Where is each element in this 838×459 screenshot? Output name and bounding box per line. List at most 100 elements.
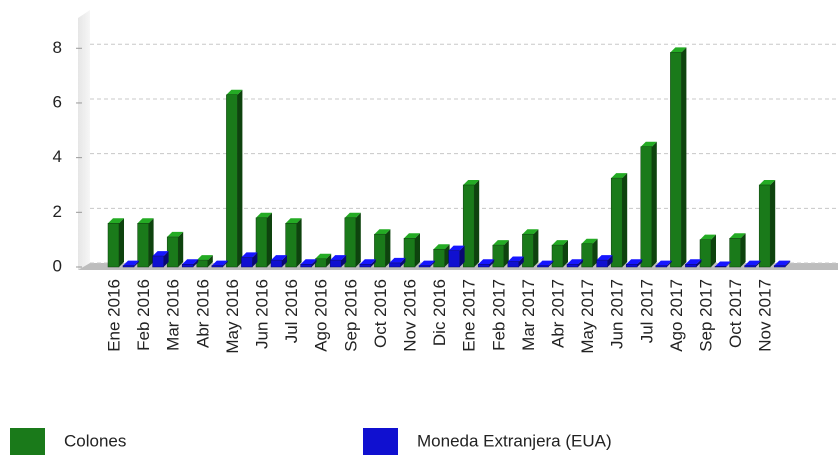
bar — [226, 94, 238, 268]
bar — [181, 264, 194, 268]
x-tick-label: Mar 2016 — [164, 279, 183, 351]
bar-top — [729, 233, 746, 239]
bar-side — [740, 233, 746, 267]
bar-top — [507, 256, 524, 262]
bar-side — [607, 255, 613, 267]
x-tick-label: Abr 2016 — [193, 279, 212, 348]
bar-side — [651, 141, 657, 267]
bar-side — [459, 245, 465, 267]
bar-top — [759, 179, 776, 185]
legend-label: Colones — [64, 431, 126, 450]
left-wall — [78, 10, 90, 270]
bar-top — [419, 260, 435, 266]
x-tick-label: Oct 2017 — [726, 279, 745, 348]
bar-side — [237, 89, 243, 268]
x-tick-label: Sep 2016 — [341, 279, 360, 352]
bar — [522, 233, 534, 268]
bar-side — [148, 218, 154, 267]
x-tick-label: Abr 2017 — [548, 279, 567, 348]
bar-top — [271, 255, 287, 261]
x-tick-label: Sep 2017 — [696, 279, 715, 352]
x-tick-label: Jul 2017 — [637, 279, 656, 343]
bar-side — [178, 231, 184, 267]
bar-top — [492, 240, 509, 246]
bar — [685, 264, 697, 268]
bar — [137, 223, 149, 268]
bar — [714, 266, 727, 268]
bar-top — [196, 255, 213, 261]
bar-top — [256, 212, 272, 218]
bar — [359, 264, 372, 268]
x-tick-label: Ago 2017 — [667, 279, 686, 352]
bar — [107, 223, 120, 268]
bar — [418, 265, 431, 268]
bar — [462, 184, 475, 268]
bar-top — [330, 255, 347, 261]
bar — [492, 244, 505, 268]
x-tick-label: Jun 2017 — [608, 279, 627, 349]
bar-side — [503, 240, 509, 267]
x-tick-label: Jun 2016 — [252, 279, 271, 349]
x-tick-label: Ene 2016 — [104, 279, 123, 352]
bar-top — [522, 229, 539, 235]
x-tick-label: Feb 2016 — [134, 279, 153, 351]
bar — [285, 223, 297, 268]
bar-top — [241, 252, 258, 258]
bar — [758, 184, 771, 268]
bar — [166, 236, 179, 268]
bar — [610, 177, 623, 268]
bar — [729, 238, 741, 268]
y-tick-label: 8 — [53, 38, 62, 57]
bar-side — [533, 229, 539, 267]
x-tick-label: Dic 2016 — [430, 279, 449, 346]
bar-top — [537, 260, 554, 266]
bar-top — [685, 259, 702, 265]
bar — [314, 258, 327, 268]
bar — [477, 264, 490, 268]
bar-top — [774, 260, 791, 266]
bar — [507, 261, 520, 268]
bar-side — [400, 257, 406, 267]
x-tick-label: Nov 2017 — [756, 279, 775, 352]
bar — [551, 244, 564, 268]
bar-side — [681, 47, 687, 268]
x-tick-label: Feb 2017 — [489, 279, 508, 351]
bar — [433, 248, 445, 268]
bar-top — [611, 173, 628, 179]
bar-side — [355, 212, 361, 267]
bar-side — [119, 218, 124, 267]
bar-side — [711, 234, 716, 267]
bar-side — [726, 261, 731, 267]
bar — [699, 239, 712, 268]
x-tick-label: Nov 2016 — [400, 279, 419, 352]
bar-side — [785, 260, 791, 267]
bar — [566, 264, 579, 268]
bar-side — [341, 255, 347, 267]
bar-side — [696, 259, 702, 267]
bar-top — [581, 238, 598, 244]
bar-top — [715, 261, 731, 267]
bar-side — [755, 260, 761, 267]
bar — [270, 259, 283, 268]
bar-side — [222, 260, 228, 267]
bar — [374, 233, 386, 268]
bar-top — [552, 240, 568, 246]
bar — [300, 264, 312, 268]
y-tick-label: 0 — [53, 256, 62, 275]
legend-swatch — [10, 428, 45, 455]
bar-top — [300, 259, 317, 265]
legend-label: Moneda Extranjera (EUA) — [417, 431, 612, 450]
bar-side — [548, 260, 554, 267]
bar-side — [207, 255, 213, 267]
bar-top — [596, 255, 613, 261]
bar-side — [163, 251, 169, 267]
bar — [537, 265, 549, 268]
bar-top — [448, 245, 465, 251]
bar-top — [211, 260, 228, 266]
bar — [122, 265, 135, 268]
y-tick-label: 4 — [53, 147, 62, 166]
bar-side — [666, 260, 672, 267]
bar-side — [578, 259, 583, 267]
bar-side — [563, 240, 568, 267]
bar — [655, 265, 668, 268]
